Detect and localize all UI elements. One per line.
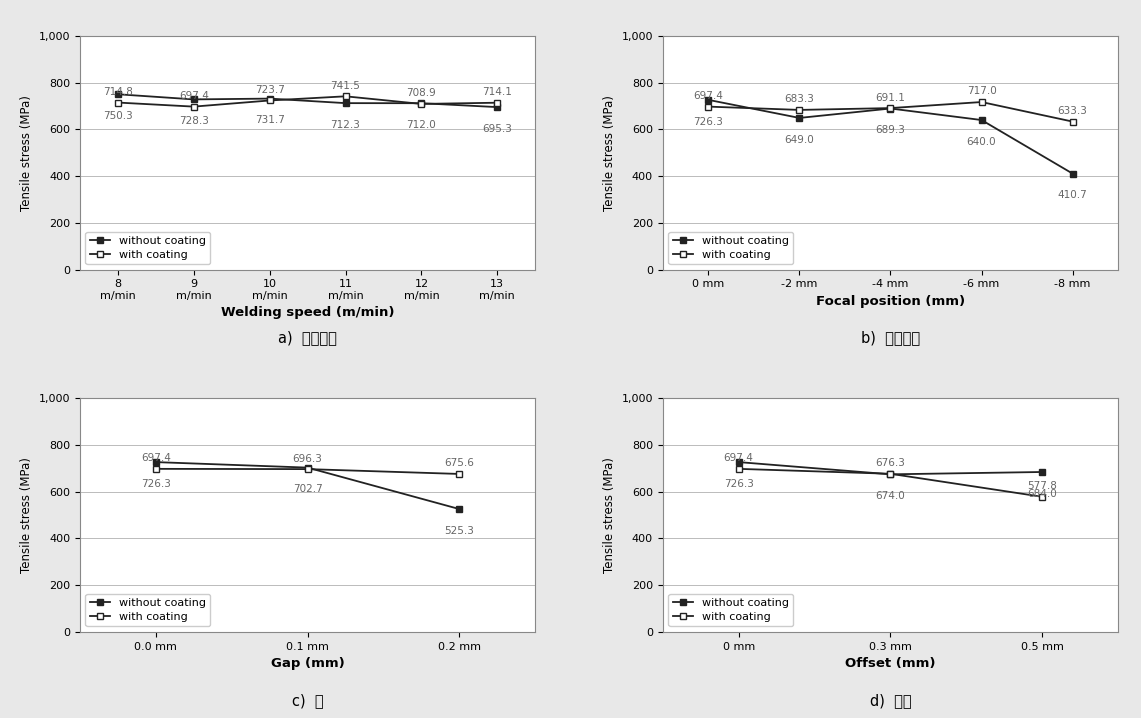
with coating	[339, 92, 353, 101]
Y-axis label: Tensile stress (MPa): Tensile stress (MPa)	[602, 95, 616, 210]
Line: without coating: without coating	[152, 459, 463, 513]
Legend: without coating, with coating: without coating, with coating	[669, 232, 793, 264]
Text: a)  용접속도: a) 용접속도	[278, 330, 337, 345]
Text: 410.7: 410.7	[1058, 190, 1087, 200]
Text: 525.3: 525.3	[445, 526, 475, 536]
without coating	[702, 95, 715, 104]
Text: 675.6: 675.6	[445, 458, 475, 468]
Text: 691.1: 691.1	[875, 93, 906, 103]
with coating	[262, 96, 276, 105]
Line: without coating: without coating	[735, 459, 1046, 477]
with coating	[111, 98, 124, 107]
Text: 676.3: 676.3	[875, 458, 906, 468]
Line: with coating: with coating	[152, 465, 463, 477]
without coating	[453, 505, 467, 513]
Y-axis label: Tensile stress (MPa): Tensile stress (MPa)	[21, 95, 33, 210]
without coating	[883, 470, 897, 479]
Line: with coating: with coating	[114, 93, 501, 110]
Text: 697.4: 697.4	[723, 453, 753, 463]
Line: with coating: with coating	[735, 465, 1046, 500]
Text: 696.3: 696.3	[292, 454, 323, 464]
without coating	[1035, 467, 1049, 476]
Legend: without coating, with coating: without coating, with coating	[86, 232, 210, 264]
Text: d)  단차: d) 단차	[869, 693, 912, 708]
Line: without coating: without coating	[705, 96, 1076, 177]
Text: 577.8: 577.8	[1027, 481, 1058, 491]
Text: 684.0: 684.0	[1027, 489, 1058, 499]
with coating	[883, 104, 897, 113]
Text: 674.0: 674.0	[875, 491, 905, 501]
Y-axis label: Tensile stress (MPa): Tensile stress (MPa)	[602, 457, 616, 573]
Text: b)  초점거리: b) 초점거리	[861, 330, 920, 345]
without coating	[491, 103, 504, 111]
with coating	[187, 102, 201, 111]
Text: 741.5: 741.5	[331, 80, 361, 90]
Line: with coating: with coating	[705, 98, 1076, 125]
Text: 726.3: 726.3	[140, 479, 171, 489]
with coating	[731, 465, 745, 473]
Text: 697.4: 697.4	[694, 91, 723, 101]
Text: 697.4: 697.4	[140, 453, 171, 463]
without coating	[1066, 169, 1079, 178]
X-axis label: Gap (mm): Gap (mm)	[270, 657, 345, 670]
Text: 726.3: 726.3	[694, 116, 723, 126]
without coating	[262, 94, 276, 103]
Legend: without coating, with coating: without coating, with coating	[669, 594, 793, 626]
without coating	[793, 113, 807, 122]
Text: 731.7: 731.7	[254, 116, 284, 125]
Text: 702.7: 702.7	[293, 484, 323, 494]
Text: 723.7: 723.7	[254, 85, 284, 95]
without coating	[883, 104, 897, 113]
Line: without coating: without coating	[114, 90, 501, 111]
Text: 714.8: 714.8	[103, 87, 132, 97]
Text: 683.3: 683.3	[785, 94, 815, 104]
Text: 640.0: 640.0	[966, 136, 996, 146]
without coating	[339, 99, 353, 108]
without coating	[149, 458, 163, 467]
Text: 712.0: 712.0	[406, 120, 436, 130]
with coating	[793, 106, 807, 114]
X-axis label: Offset (mm): Offset (mm)	[845, 657, 936, 670]
without coating	[301, 463, 315, 472]
Text: c)  곭: c) 곭	[292, 693, 323, 708]
without coating	[111, 90, 124, 98]
Text: 750.3: 750.3	[103, 111, 132, 121]
with coating	[1066, 117, 1079, 126]
with coating	[702, 102, 715, 111]
with coating	[974, 98, 988, 106]
with coating	[453, 470, 467, 478]
Text: 728.3: 728.3	[179, 116, 209, 126]
without coating	[974, 116, 988, 124]
with coating	[149, 465, 163, 473]
with coating	[491, 98, 504, 107]
Text: 712.3: 712.3	[331, 120, 361, 130]
Text: 649.0: 649.0	[785, 134, 815, 144]
Text: 695.3: 695.3	[483, 123, 512, 134]
with coating	[1035, 493, 1049, 501]
without coating	[187, 95, 201, 103]
Text: 714.1: 714.1	[483, 87, 512, 97]
Text: 708.9: 708.9	[406, 88, 436, 98]
Text: 726.3: 726.3	[723, 479, 753, 489]
Text: 697.4: 697.4	[179, 91, 209, 101]
without coating	[731, 458, 745, 467]
with coating	[883, 470, 897, 478]
Y-axis label: Tensile stress (MPa): Tensile stress (MPa)	[21, 457, 33, 573]
with coating	[414, 100, 428, 108]
Legend: without coating, with coating: without coating, with coating	[86, 594, 210, 626]
with coating	[301, 465, 315, 473]
Text: 633.3: 633.3	[1058, 106, 1087, 116]
X-axis label: Welding speed (m/min): Welding speed (m/min)	[221, 307, 395, 320]
without coating	[414, 99, 428, 108]
Text: 689.3: 689.3	[875, 125, 906, 135]
X-axis label: Focal position (mm): Focal position (mm)	[816, 295, 965, 308]
Text: 717.0: 717.0	[966, 86, 996, 96]
